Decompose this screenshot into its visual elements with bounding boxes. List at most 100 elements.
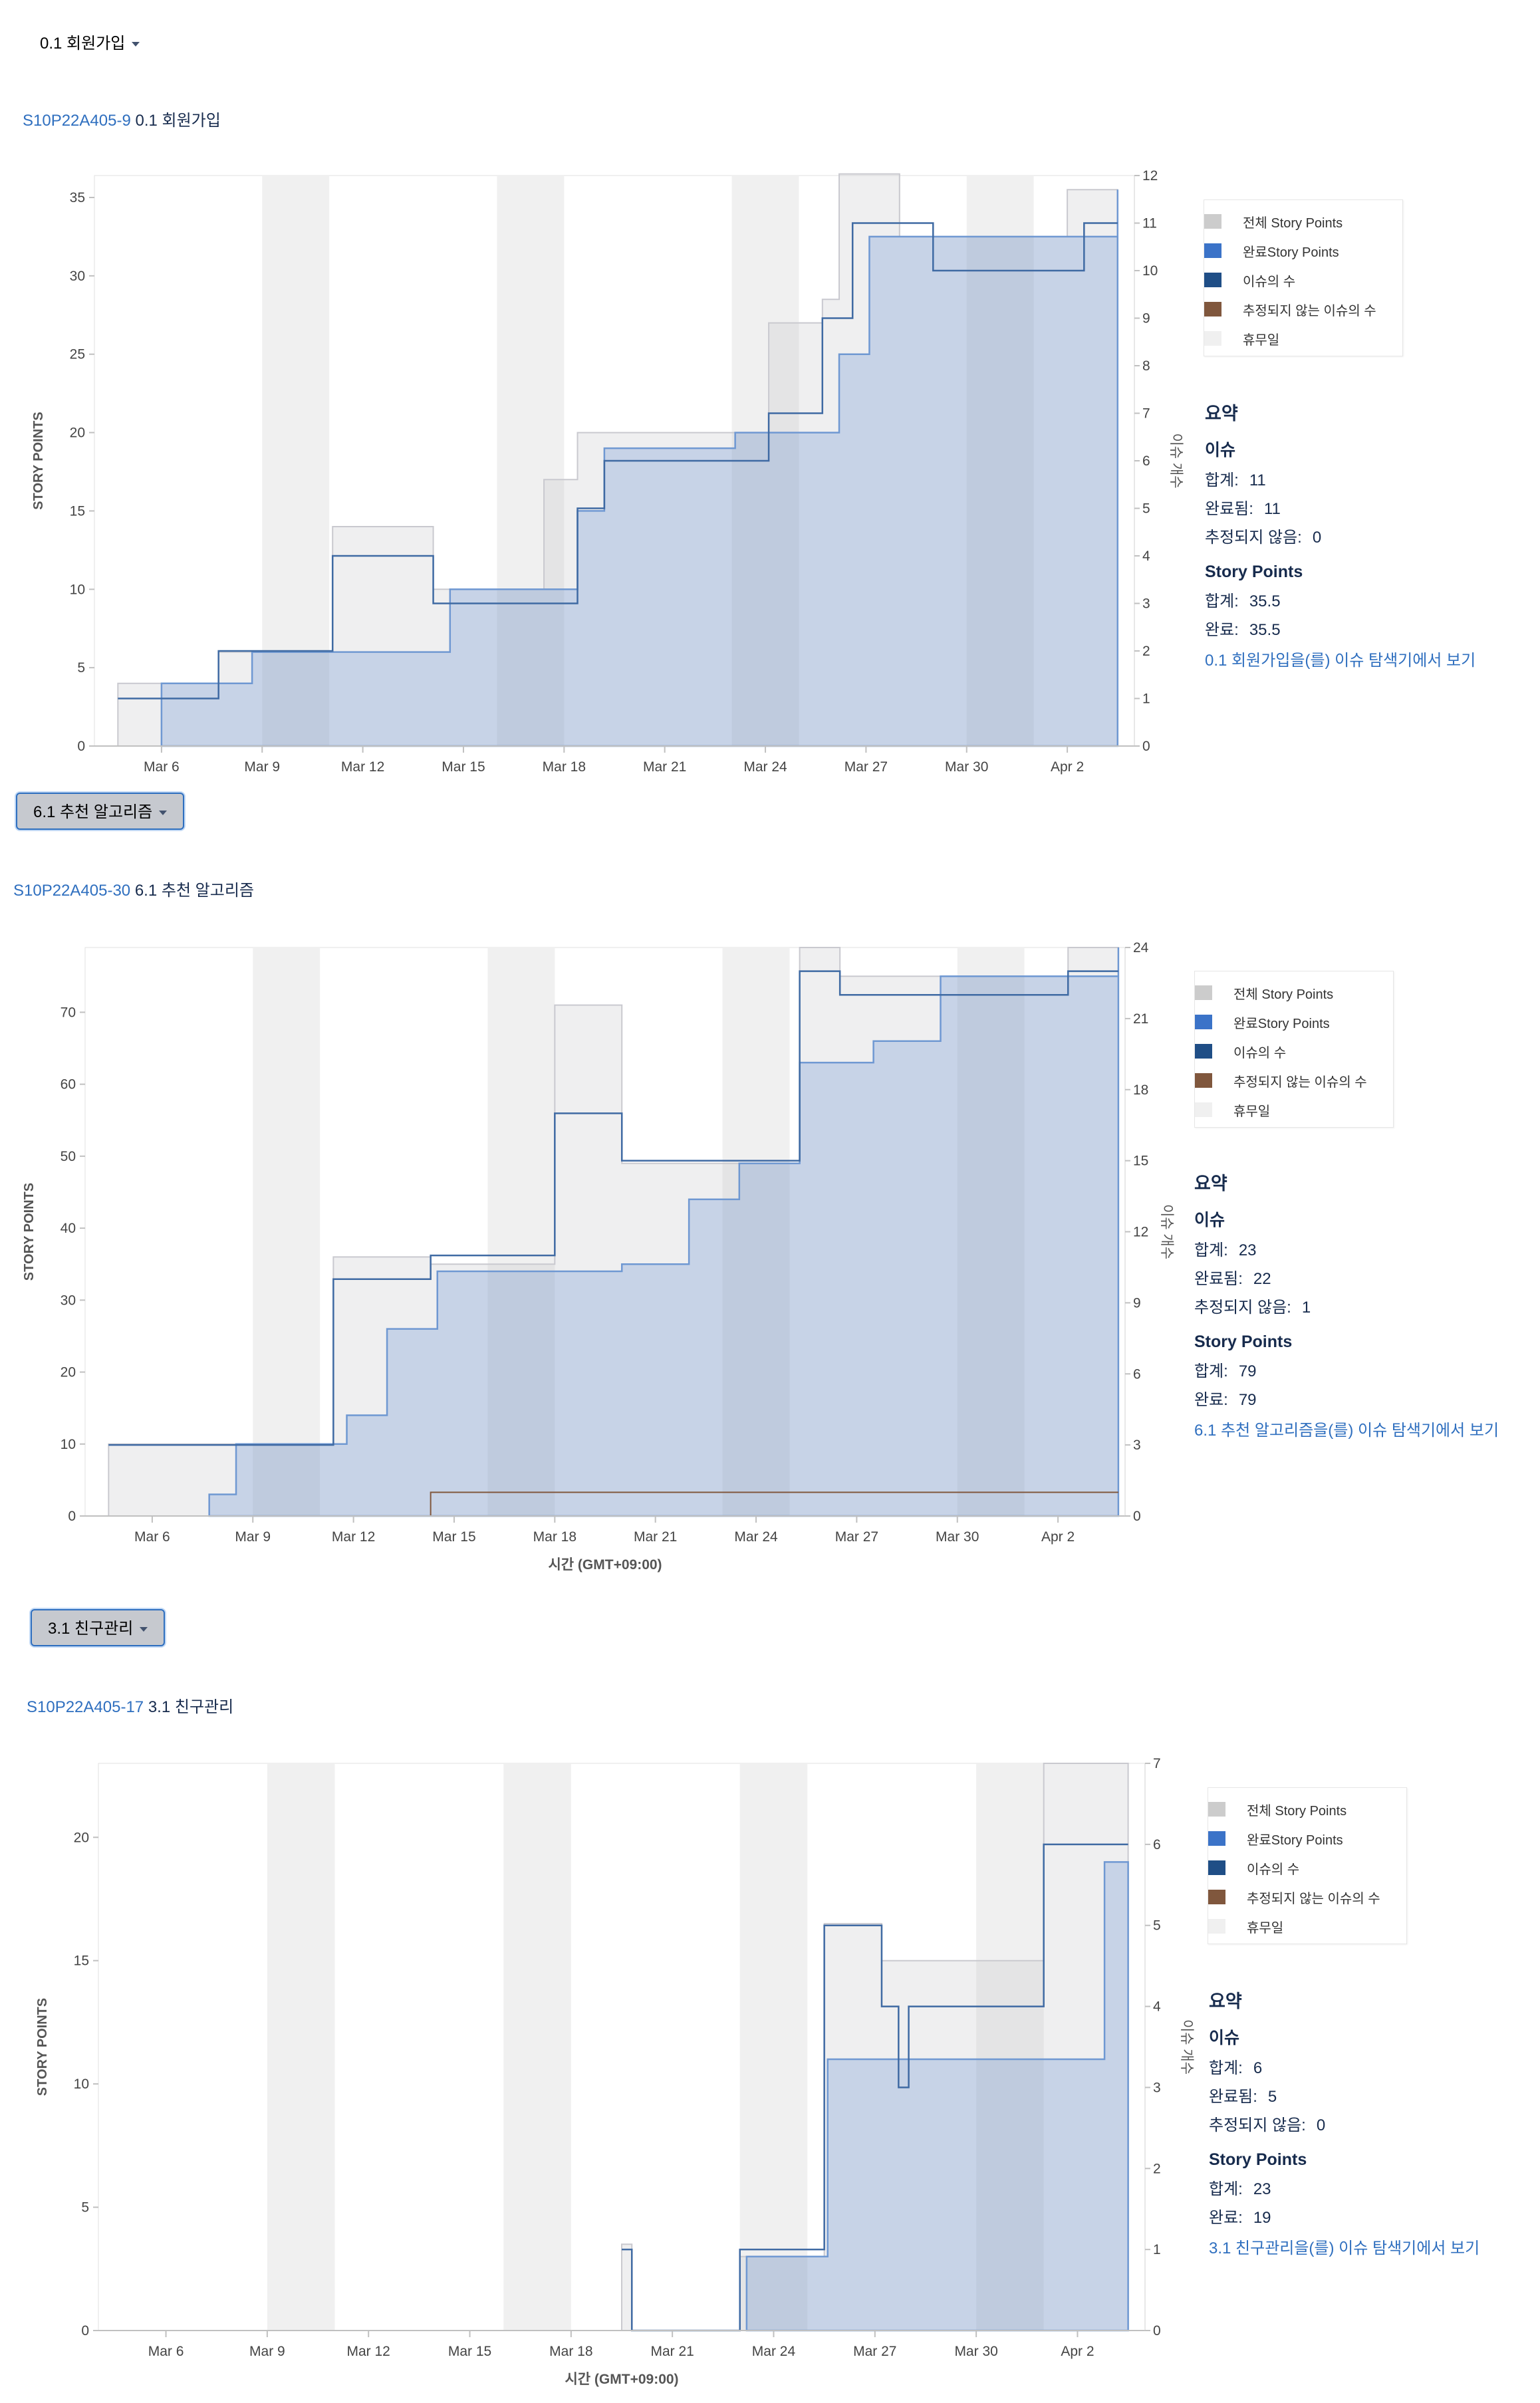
y2-tick-label: 18 [1133,1082,1148,1098]
nonworking-band [739,1763,808,2331]
legend-item-issues[interactable]: 이슈의 수 [1204,265,1402,295]
legend-swatch [1204,243,1221,258]
legend-item-nonworking[interactable]: 휴무일 [1204,324,1402,353]
y-tick-label: 20 [61,1365,76,1380]
x-tick-label: Mar 18 [533,1529,577,1545]
chart-legend: 전체 Story Points 완료Story Points 이슈의 수 추정되… [1194,971,1394,1128]
x-tick-label: Mar 9 [235,1529,271,1545]
legend-swatch [1204,214,1221,229]
legend-swatch [1195,1015,1212,1029]
legend-item-issues[interactable]: 이슈의 수 [1208,1853,1406,1882]
legend-swatch [1208,1890,1225,1904]
chevron-down-icon [140,1627,148,1632]
x-tick-label: Mar 21 [643,759,686,775]
nonworking-band [722,948,790,1516]
legend-item-unestimated[interactable]: 추정되지 않는 이슈의 수 [1204,295,1402,324]
x-tick-label: Mar 6 [144,759,180,775]
y-tick-label: 0 [81,2323,89,2339]
epic-key-link[interactable]: S10P22A405-30 [13,882,131,900]
legend-item-total[interactable]: 전체 Story Points [1208,1795,1406,1824]
legend-item-total[interactable]: 전체 Story Points [1195,978,1393,1007]
y2-tick-label: 4 [1142,549,1150,564]
epic-select-button[interactable]: 0.1 회원가입 [24,25,156,63]
y-tick-label: 15 [70,503,85,519]
legend-item-done[interactable]: 완료Story Points [1195,1007,1393,1037]
y2-tick-label: 2 [1153,2161,1161,2176]
y-axis-title: STORY POINTS [35,1998,50,2096]
summary-title: 요약 [1205,404,1238,424]
y-tick-label: 20 [70,426,85,441]
x-tick-label: Mar 9 [244,759,280,775]
series-issue-count [108,970,1118,1446]
epic-key-link[interactable]: S10P22A405-9 [23,112,131,130]
series-done-points [160,190,1119,747]
y-tick-label: 50 [61,1149,76,1164]
y2-tick-label: 7 [1153,1756,1161,1771]
x-axis-title: 시간 (GMT+09:00) [565,2372,678,2387]
x-tick-label: Mar 21 [634,1529,677,1545]
y-tick-label: 35 [70,190,85,205]
legend-item-total[interactable]: 전체 Story Points [1204,207,1402,236]
y-tick-label: 5 [77,660,85,676]
legend-item-unestimated[interactable]: 추정되지 않는 이슈의 수 [1195,1066,1393,1095]
y2-axis-title: 이슈 개수 [1159,1204,1174,1259]
legend-swatch [1195,1073,1212,1088]
chart-legend: 전체 Story Points 완료Story Points 이슈의 수 추정되… [1204,199,1403,356]
x-tick-label: Mar 12 [341,759,384,775]
y-tick-label: 15 [74,1954,89,1969]
x-tick-label: Mar 15 [448,2344,491,2359]
epic-select-button[interactable]: 6.1 추천 알고리즘 [16,793,185,830]
y2-tick-label: 10 [1142,263,1158,279]
summary-total-points: 합계: 23 [1209,2180,1271,2198]
y2-tick-label: 1 [1153,2242,1161,2257]
summary-issues-heading: 이슈 [1209,2029,1240,2047]
y-tick-label: 30 [70,269,85,284]
issue-navigator-link[interactable]: 0.1 회원가입을(를) 이슈 탐색기에서 보기 [1205,652,1476,670]
epic-title: S10P22A405-9 0.1 회원가입 [23,110,221,132]
epic-select-label: 3.1 친구관리 [48,1620,134,1638]
legend-item-done[interactable]: 완료Story Points [1208,1824,1406,1853]
legend-swatch [1208,1802,1225,1817]
legend-item-unestimated[interactable]: 추정되지 않는 이슈의 수 [1208,1882,1406,1912]
x-tick-label: Apr 2 [1041,1529,1075,1545]
y2-tick-label: 5 [1142,501,1150,517]
issue-navigator-link[interactable]: 3.1 친구관리을(를) 이슈 탐색기에서 보기 [1209,2239,1480,2257]
chevron-down-icon [132,42,140,47]
x-tick-label: Mar 30 [954,2344,997,2359]
epic-title: S10P22A405-30 6.1 추천 알고리즘 [13,880,254,902]
legend-swatch [1208,1831,1225,1846]
summary-total-issues: 합계: 6 [1209,2059,1263,2077]
nonworking-band [503,1763,571,2331]
y-tick-label: 60 [61,1077,76,1092]
summary-total-points: 합계: 79 [1194,1362,1257,1380]
epic-select-label: 6.1 추천 알고리즘 [33,803,153,821]
y2-tick-label: 9 [1133,1295,1141,1311]
summary-title: 요약 [1209,1991,1242,2011]
epic-select-button[interactable]: 3.1 친구관리 [31,1609,166,1646]
legend-item-done[interactable]: 완료Story Points [1204,236,1402,265]
x-tick-label: Mar 6 [134,1529,170,1545]
x-tick-label: Mar 30 [945,759,988,775]
x-tick-label: Mar 24 [752,2344,796,2359]
x-tick-label: Mar 24 [734,1529,778,1545]
y2-tick-label: 0 [1142,739,1150,754]
x-tick-label: Mar 21 [650,2344,694,2359]
y2-tick-label: 3 [1133,1438,1141,1453]
y2-tick-label: 0 [1133,1509,1141,1524]
epic-key-link[interactable]: S10P22A405-17 [27,1698,144,1716]
y2-tick-label: 7 [1142,406,1150,422]
y-tick-label: 10 [74,2077,89,2092]
y-tick-label: 0 [77,739,85,754]
legend-item-issues[interactable]: 이슈의 수 [1195,1037,1393,1066]
legend-item-nonworking[interactable]: 휴무일 [1208,1912,1406,1941]
x-tick-label: Mar 6 [148,2344,184,2359]
legend-item-nonworking[interactable]: 휴무일 [1195,1095,1393,1124]
issue-navigator-link[interactable]: 6.1 추천 알고리즘을(를) 이슈 탐색기에서 보기 [1194,1422,1499,1440]
epic-name: 0.1 회원가입 [135,112,221,130]
x-tick-label: Mar 24 [743,759,787,775]
nonworking-band [957,948,1025,1516]
chart-legend: 전체 Story Points 완료Story Points 이슈의 수 추정되… [1208,1787,1407,1944]
nonworking-band [976,1763,1044,2331]
nonworking-band [497,176,565,746]
